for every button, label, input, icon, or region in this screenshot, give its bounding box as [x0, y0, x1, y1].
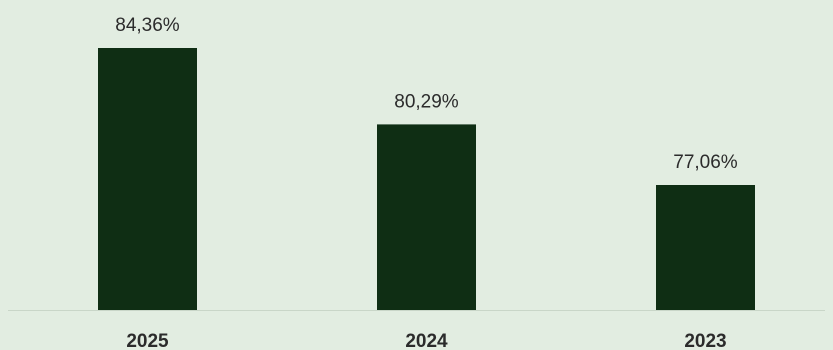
bars-group	[98, 48, 755, 311]
data-label-2024: 80,29%	[394, 91, 459, 112]
data-label-2025: 84,36%	[115, 15, 180, 36]
bar-2025	[98, 48, 197, 310]
x-tick-label-2024: 2024	[405, 331, 448, 350]
x-tick-labels-group: 2025 2024 2023	[126, 331, 726, 350]
data-labels-group: 84,36% 80,29% 77,06%	[115, 15, 738, 173]
data-label-2023: 77,06%	[673, 152, 738, 173]
bar-2024	[377, 124, 476, 311]
bar-2023	[656, 185, 755, 310]
x-tick-label-2023: 2023	[684, 331, 726, 350]
x-tick-label-2025: 2025	[126, 331, 169, 350]
